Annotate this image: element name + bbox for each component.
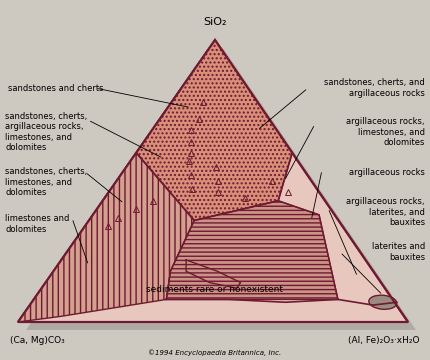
Text: ©1994 Encyclopaedia Britannica, Inc.: ©1994 Encyclopaedia Britannica, Inc. [148, 349, 282, 356]
Text: argillaceous rocks: argillaceous rocks [349, 167, 425, 176]
Text: argillaceous rocks,
limestones, and
dolomites: argillaceous rocks, limestones, and dolo… [347, 117, 425, 147]
Polygon shape [18, 153, 194, 322]
Polygon shape [136, 40, 292, 220]
Text: laterites and
bauxites: laterites and bauxites [372, 242, 425, 262]
Polygon shape [26, 48, 416, 330]
Text: sandstones, cherts,
argillaceous rocks,
limestones, and
dolomites: sandstones, cherts, argillaceous rocks, … [5, 112, 87, 152]
Text: sandstones, cherts, and
argillaceous rocks: sandstones, cherts, and argillaceous roc… [324, 78, 425, 98]
Text: (Ca, Mg)CO₃: (Ca, Mg)CO₃ [10, 336, 65, 345]
Text: argillaceous rocks,
laterites, and
bauxites: argillaceous rocks, laterites, and bauxi… [347, 197, 425, 227]
Text: sediments rare or nonexistent: sediments rare or nonexistent [147, 285, 283, 294]
Polygon shape [18, 40, 408, 322]
Text: (Al, Fe)₂O₃·xH₂O: (Al, Fe)₂O₃·xH₂O [348, 336, 420, 345]
Text: limestones and
dolomites: limestones and dolomites [5, 214, 69, 234]
Text: sandstones, cherts,
limestones, and
dolomites: sandstones, cherts, limestones, and dolo… [5, 167, 87, 197]
Text: SiO₂: SiO₂ [203, 17, 227, 27]
Ellipse shape [369, 295, 397, 309]
Text: sandstones and cherts: sandstones and cherts [8, 84, 104, 93]
Polygon shape [166, 201, 338, 300]
